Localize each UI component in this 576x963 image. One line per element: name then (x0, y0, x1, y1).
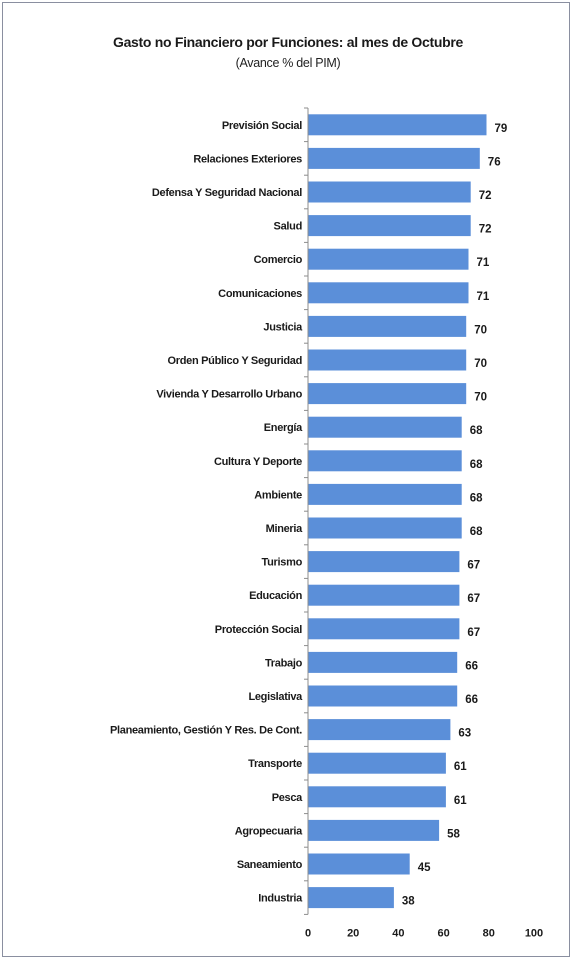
bar (308, 685, 458, 707)
category-label: Transporte (248, 758, 302, 770)
bar (308, 215, 471, 237)
category-label: Agropecuaria (235, 825, 303, 837)
category-label: Turismo (262, 557, 303, 569)
category-label: Energía (264, 422, 303, 434)
bar (308, 349, 467, 371)
category-label: Defensa Y Seguridad Nacional (152, 187, 302, 199)
bar (308, 887, 394, 909)
bar (308, 315, 467, 337)
data-label: 58 (447, 828, 460, 840)
bar (308, 786, 446, 808)
category-label: Vivienda Y Desarrollo Urbano (156, 389, 302, 401)
bar (308, 853, 410, 875)
category-label: Cultura Y Deporte (214, 456, 302, 468)
category-label: Comercio (254, 254, 303, 266)
chart-title: Gasto no Financiero por Funciones: al me… (112, 34, 464, 50)
data-label: 71 (477, 257, 490, 269)
category-label: Comunicaciones (218, 288, 302, 300)
data-label: 66 (465, 694, 478, 706)
data-label: 66 (465, 660, 478, 672)
data-label: 70 (474, 358, 487, 370)
data-label: 68 (470, 459, 483, 471)
data-label: 67 (467, 560, 480, 572)
data-label: 79 (495, 123, 508, 135)
data-label: 45 (418, 862, 431, 874)
bar (308, 181, 471, 203)
data-label: 68 (470, 425, 483, 437)
x-tick-label: 100 (525, 927, 543, 939)
x-tick-label: 40 (392, 927, 404, 939)
data-label: 63 (458, 728, 471, 740)
category-label: Planeamiento, Gestión Y Res. De Cont. (110, 725, 302, 737)
category-label: Saneamiento (237, 859, 303, 871)
bar (308, 618, 460, 640)
bar (308, 114, 487, 136)
category-label: Previsión Social (222, 120, 302, 132)
category-label: Salud (274, 221, 302, 233)
category-label: Mineria (266, 523, 304, 535)
data-label: 72 (479, 224, 492, 236)
bar (308, 383, 467, 405)
bar (308, 248, 469, 270)
data-label: 68 (470, 492, 483, 504)
chart-subtitle: (Avance % del PIM) (235, 56, 341, 70)
data-label: 72 (479, 190, 492, 202)
category-label: Trabajo (265, 657, 303, 669)
bar (308, 147, 480, 169)
bar (308, 584, 460, 606)
data-label: 70 (474, 324, 487, 336)
x-tick-label: 80 (483, 927, 495, 939)
bar (308, 719, 451, 741)
bar (308, 282, 469, 304)
bar (308, 752, 446, 774)
x-tick-label: 60 (437, 927, 449, 939)
bar (308, 416, 462, 438)
category-label: Pesca (272, 792, 303, 804)
category-label: Orden Público Y Seguridad (167, 355, 302, 367)
category-label: Ambiente (254, 489, 302, 501)
bar (308, 819, 440, 841)
category-label: Industria (258, 893, 303, 905)
data-label: 67 (467, 627, 480, 639)
data-label: 68 (470, 526, 483, 538)
category-label: Justicia (263, 321, 303, 333)
data-label: 70 (474, 392, 487, 404)
data-label: 76 (488, 156, 501, 168)
data-label: 61 (454, 761, 467, 773)
bar (308, 450, 462, 472)
category-label: Educación (249, 590, 303, 602)
x-tick-label: 0 (305, 927, 311, 939)
category-label: Protección Social (215, 624, 302, 636)
bar (308, 551, 460, 573)
bar (308, 651, 458, 673)
x-tick-label: 20 (347, 927, 359, 939)
category-label: Relaciones Exteriores (193, 153, 302, 165)
data-label: 61 (454, 795, 467, 807)
category-label: Legislativa (248, 691, 303, 703)
bar (308, 483, 462, 505)
data-label: 71 (477, 291, 490, 303)
bar (308, 517, 462, 539)
data-label: 38 (402, 896, 415, 908)
data-label: 67 (467, 593, 480, 605)
